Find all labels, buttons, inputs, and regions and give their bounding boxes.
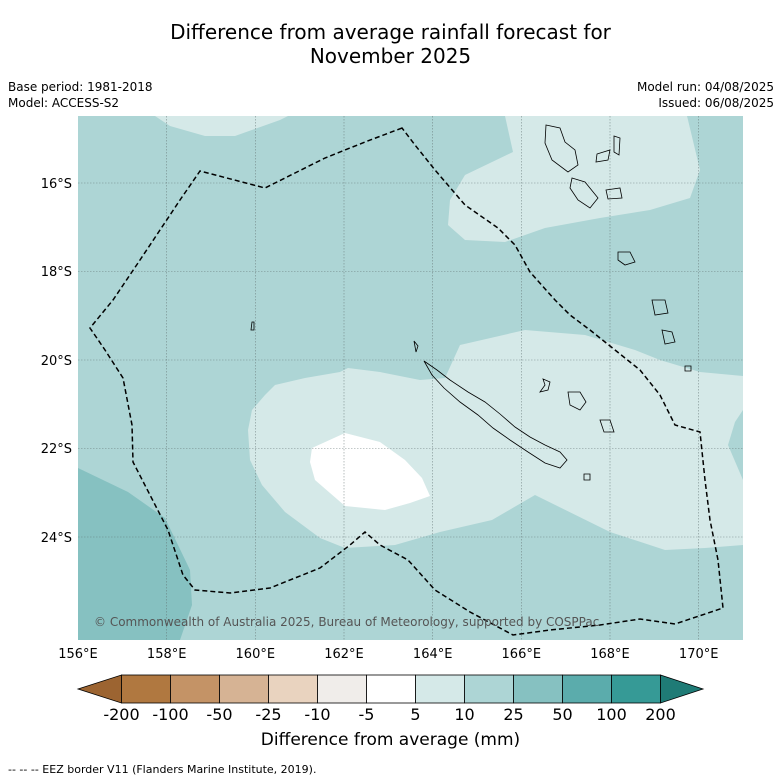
lon-label: 166°E bbox=[502, 647, 542, 662]
map-title: Difference from average rainfall forecas… bbox=[0, 20, 781, 68]
colorbar-swatch bbox=[464, 674, 514, 704]
model-name: Model: ACCESS-S2 bbox=[8, 96, 120, 110]
lat-label: 18°S bbox=[41, 265, 72, 280]
title-line-2: November 2025 bbox=[309, 44, 472, 68]
lat-label: 24°S bbox=[41, 531, 72, 546]
lon-label: 160°E bbox=[236, 647, 276, 662]
lon-label: 162°E bbox=[324, 647, 364, 662]
lon-label: 164°E bbox=[413, 647, 453, 662]
erromango-island bbox=[651, 299, 669, 316]
colorbar-swatch bbox=[317, 674, 367, 704]
lat-label: 22°S bbox=[41, 442, 72, 457]
lon-label: 158°E bbox=[147, 647, 187, 662]
epi-island bbox=[605, 187, 623, 200]
lifou-island bbox=[567, 391, 587, 411]
eez-footnote: -- -- -- EEZ border V11 (Flanders Marine… bbox=[8, 763, 317, 776]
belep-islands bbox=[413, 340, 419, 353]
base-period: Base period: 1981-2018 bbox=[8, 80, 153, 94]
colorbar-title: Difference from average (mm) bbox=[260, 730, 521, 750]
colorbar-tick-label: -200 bbox=[103, 705, 140, 724]
chesterfield-islet bbox=[250, 321, 255, 331]
colorbar-tick-label: 25 bbox=[503, 705, 524, 724]
colorbar-extend-high bbox=[660, 674, 705, 704]
colorbar-swatch bbox=[415, 674, 465, 704]
copyright-notice: © Commonwealth of Australia 2025, Bureau… bbox=[94, 615, 599, 629]
new-caledonia-island bbox=[423, 360, 568, 469]
colorbar-tick-label: 200 bbox=[645, 705, 676, 724]
lat-label: 16°S bbox=[41, 177, 72, 192]
issued-date: Issued: 06/08/2025 bbox=[658, 96, 774, 110]
colorbar-swatch bbox=[170, 674, 220, 704]
colorbar bbox=[76, 674, 705, 704]
colorbar-tick-label: -25 bbox=[255, 705, 282, 724]
model-run: Model run: 04/08/2025 bbox=[636, 80, 774, 94]
eez-border bbox=[89, 127, 724, 636]
lon-label: 156°E bbox=[58, 647, 98, 662]
colorbar-tick-label: 50 bbox=[552, 705, 573, 724]
map-area: © Commonwealth of Australia 2025, Bureau… bbox=[78, 116, 743, 640]
coastlines bbox=[250, 124, 692, 481]
pentecost-island bbox=[613, 135, 621, 156]
espiritu-santo-island bbox=[544, 124, 579, 173]
malakula-island bbox=[569, 177, 599, 209]
colorbar-tick-label: -100 bbox=[152, 705, 189, 724]
colorbar-tick-label: 10 bbox=[454, 705, 475, 724]
colorbar-swatch bbox=[513, 674, 563, 704]
colorbar-swatch bbox=[219, 674, 269, 704]
colorbar-tick-label: 100 bbox=[596, 705, 627, 724]
latitude-labels: 16°S 18°S 20°S 22°S 24°S bbox=[41, 177, 72, 546]
colorbar-swatch bbox=[611, 674, 661, 704]
colorbar-tick-label: 5 bbox=[410, 705, 421, 724]
meta-right: Model run: 04/08/2025 Issued: 06/08/2025 bbox=[637, 79, 774, 111]
anomaly-5-10-region bbox=[310, 433, 430, 510]
ouvea-island bbox=[539, 378, 551, 393]
lon-label: 168°E bbox=[590, 647, 630, 662]
anomaly-25-50-east-patch bbox=[728, 410, 743, 480]
colorbar-swatch bbox=[121, 674, 171, 704]
efate-island bbox=[617, 251, 636, 266]
longitude-labels: 156°E 158°E 160°E 162°E 164°E 166°E 168°… bbox=[58, 647, 718, 662]
colorbar-swatch bbox=[268, 674, 318, 704]
graticule bbox=[78, 116, 743, 640]
colorbar-swatch bbox=[366, 674, 416, 704]
colorbar-extend-low bbox=[76, 674, 122, 704]
colorbar-tick-label: -50 bbox=[206, 705, 233, 724]
anomaly-50-100-region bbox=[78, 468, 192, 640]
colorbar-swatch bbox=[562, 674, 612, 704]
lon-label: 170°E bbox=[679, 647, 719, 662]
anomaly-10-25-north-patch bbox=[155, 116, 288, 136]
title-line-1: Difference from average rainfall forecas… bbox=[170, 20, 611, 44]
aneityum-island bbox=[684, 365, 692, 372]
meta-left: Base period: 1981-2018 Model: ACCESS-S2 bbox=[8, 79, 153, 111]
tanna-island bbox=[661, 329, 676, 345]
maewo-island bbox=[595, 149, 611, 163]
colorbar-tick-label: -10 bbox=[304, 705, 331, 724]
colorbar-tick-label: -5 bbox=[358, 705, 375, 724]
lat-label: 20°S bbox=[41, 354, 72, 369]
mare-island bbox=[599, 419, 615, 433]
isle-of-pines bbox=[583, 473, 591, 481]
